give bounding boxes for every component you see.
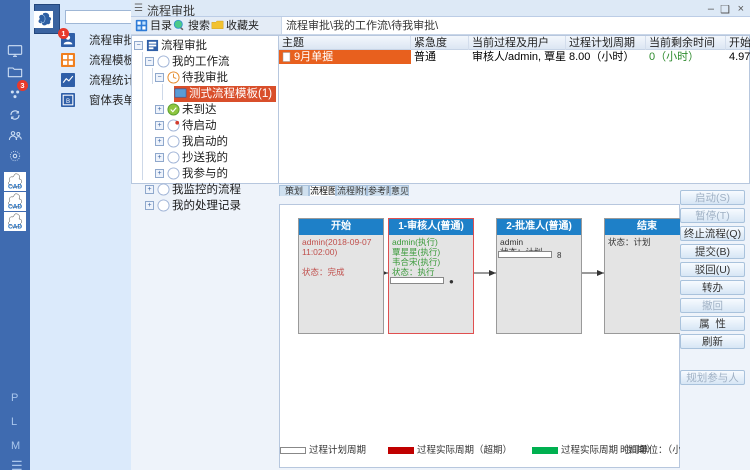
svg-text:B: B (66, 98, 70, 105)
svg-text:CAD: CAD (8, 224, 22, 231)
svg-text:CAD: CAD (8, 184, 22, 191)
svg-text:CAD: CAD (8, 204, 22, 211)
